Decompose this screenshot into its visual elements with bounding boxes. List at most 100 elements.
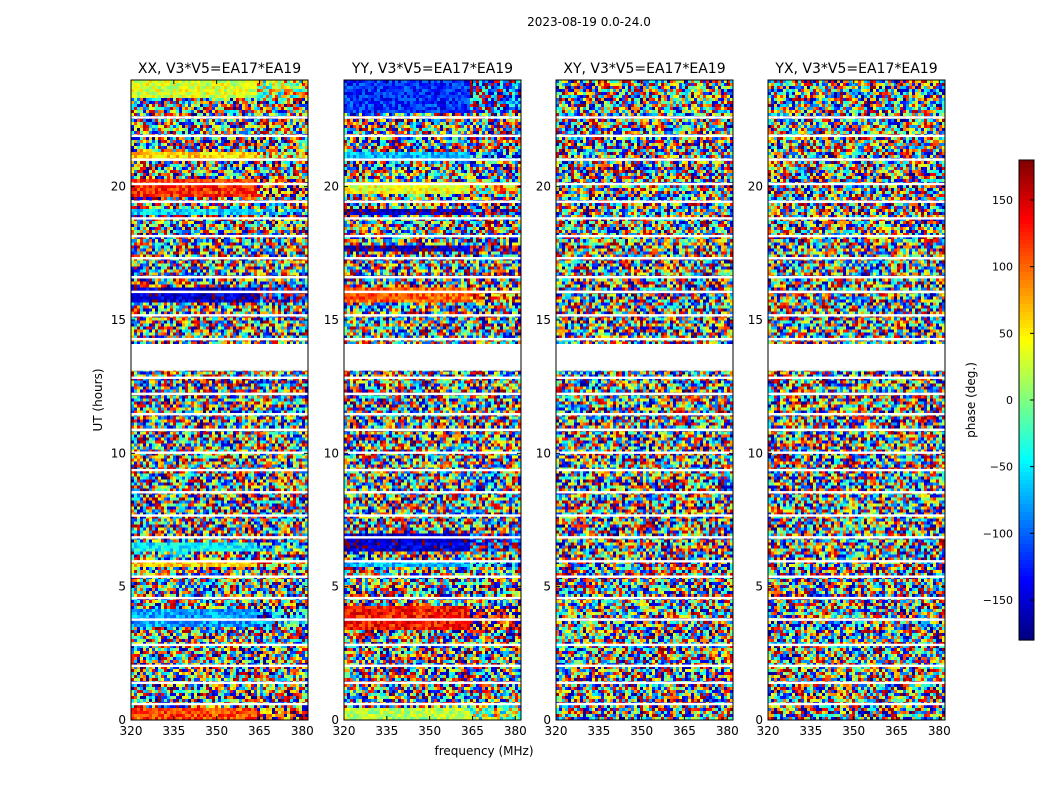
panel-3: XY, V3*V5=EA17*EA19 320 335 350 365 380 0 5 10 15… xyxy=(536,61,739,738)
colorbar-segment xyxy=(1019,508,1034,513)
colorbar-tick-label: −100 xyxy=(983,527,1013,540)
flag-gap xyxy=(556,217,733,220)
colorbar-segment xyxy=(1019,536,1034,541)
flag-gap xyxy=(344,428,521,432)
colorbar-segment xyxy=(1019,228,1034,233)
colorbar-segment xyxy=(1019,468,1034,473)
flag-gap xyxy=(131,702,308,706)
colorbar-segment xyxy=(1019,300,1034,305)
colorbar-segment xyxy=(1019,296,1034,301)
flag-gap xyxy=(344,200,521,203)
colorbar-tick-label: −150 xyxy=(983,594,1013,607)
colorbar-segment xyxy=(1019,572,1034,577)
colorbar-segment xyxy=(1019,328,1034,333)
colorbar-segment xyxy=(1019,320,1034,325)
flag-gap xyxy=(344,257,521,260)
y-tick-label: 10 xyxy=(111,446,126,460)
panel-frame xyxy=(130,79,309,721)
colorbar-segment xyxy=(1019,424,1034,429)
y-tick-label: 0 xyxy=(543,713,551,727)
colorbar-segment xyxy=(1019,268,1034,273)
colorbar-label: phase (deg.) xyxy=(964,362,978,438)
colorbar-segment xyxy=(1019,548,1034,553)
colorbar-segment xyxy=(1019,324,1034,329)
flag-gap xyxy=(556,376,733,379)
x-tick-label: 365 xyxy=(248,724,271,738)
y-tick-label: 20 xyxy=(324,180,339,194)
colorbar-segment xyxy=(1019,476,1034,481)
flag-gap xyxy=(556,290,733,294)
flag-gap xyxy=(344,514,521,517)
colorbar-segment xyxy=(1019,544,1034,549)
flag-gap xyxy=(131,200,308,203)
panel-1: XX, V3*V5=EA17*EA19 320 335 350 365 380 0 5 10 15… xyxy=(111,61,314,738)
flag-gap xyxy=(556,314,733,317)
colorbar-segment xyxy=(1019,440,1034,445)
flag-gap xyxy=(768,200,945,203)
flag-gap xyxy=(131,468,308,472)
colorbar-segment xyxy=(1019,452,1034,457)
colorbar-segment xyxy=(1019,484,1034,489)
flag-gap xyxy=(768,116,945,119)
flag-gap xyxy=(131,536,308,539)
colorbar-segment xyxy=(1019,200,1034,205)
colorbar-segment xyxy=(1019,608,1034,613)
x-axis-label: frequency (MHz) xyxy=(434,744,533,758)
x-tick-label: 380 xyxy=(504,724,527,738)
colorbar-segment xyxy=(1019,176,1034,181)
colorbar-segment xyxy=(1019,252,1034,257)
x-tick-label: 380 xyxy=(928,724,951,738)
colorbar-segment xyxy=(1019,396,1034,401)
colorbar-segment xyxy=(1019,488,1034,493)
flag-gap xyxy=(131,257,308,260)
flag-gap xyxy=(131,491,308,494)
panel-title: XX, V3*V5=EA17*EA19 xyxy=(138,61,301,77)
flag-gap xyxy=(768,618,945,621)
colorbar-segment xyxy=(1019,596,1034,601)
colorbar-segment xyxy=(1019,240,1034,245)
flag-gap xyxy=(556,276,733,279)
y-tick-label: 0 xyxy=(755,713,763,727)
colorbar-segment xyxy=(1019,436,1034,441)
colorbar-segment xyxy=(1019,392,1034,397)
flag-gap xyxy=(344,376,521,379)
phase-raster xyxy=(768,80,945,720)
panels-group: XX, V3*V5=EA17*EA19 320 335 350 365 380 0 5 10 15… xyxy=(111,61,951,738)
colorbar-segment xyxy=(1019,336,1034,341)
colorbar-tick-label: 150 xyxy=(992,194,1013,207)
x-tick-label: 350 xyxy=(205,724,228,738)
flag-gap xyxy=(344,412,521,416)
x-tick-label: 320 xyxy=(545,724,568,738)
flag-gap xyxy=(768,681,945,685)
colorbar-segment xyxy=(1019,428,1034,433)
flag-gap xyxy=(344,314,521,317)
flag-gap xyxy=(556,412,733,416)
colorbar-tick-label: 100 xyxy=(992,261,1013,274)
flag-gap xyxy=(131,376,308,379)
flag-gap xyxy=(344,276,521,279)
colorbar-segment xyxy=(1019,192,1034,197)
colorbar-segment xyxy=(1019,220,1034,225)
colorbar-segment xyxy=(1019,380,1034,385)
flag-gap xyxy=(556,560,733,563)
flag-gap xyxy=(131,596,308,600)
flag-gap xyxy=(556,643,733,647)
flag-gap xyxy=(344,491,521,494)
x-tick-label: 350 xyxy=(418,724,441,738)
flag-gap xyxy=(556,116,733,119)
flag-gap xyxy=(768,182,945,186)
y-tick-label: 10 xyxy=(748,446,763,460)
flag-gap xyxy=(768,257,945,260)
flag-gap xyxy=(131,514,308,517)
colorbar-segment xyxy=(1019,304,1034,309)
colorbar-segment xyxy=(1019,580,1034,585)
colorbar-segment xyxy=(1019,464,1034,469)
flag-gap xyxy=(131,681,308,685)
colorbar-segment xyxy=(1019,372,1034,377)
colorbar-segment xyxy=(1019,600,1034,605)
y-tick-label: 15 xyxy=(536,313,551,327)
flag-gap xyxy=(131,234,308,238)
flag-gap xyxy=(556,428,733,432)
y-tick-label: 5 xyxy=(543,580,551,594)
colorbar-segment xyxy=(1019,560,1034,565)
